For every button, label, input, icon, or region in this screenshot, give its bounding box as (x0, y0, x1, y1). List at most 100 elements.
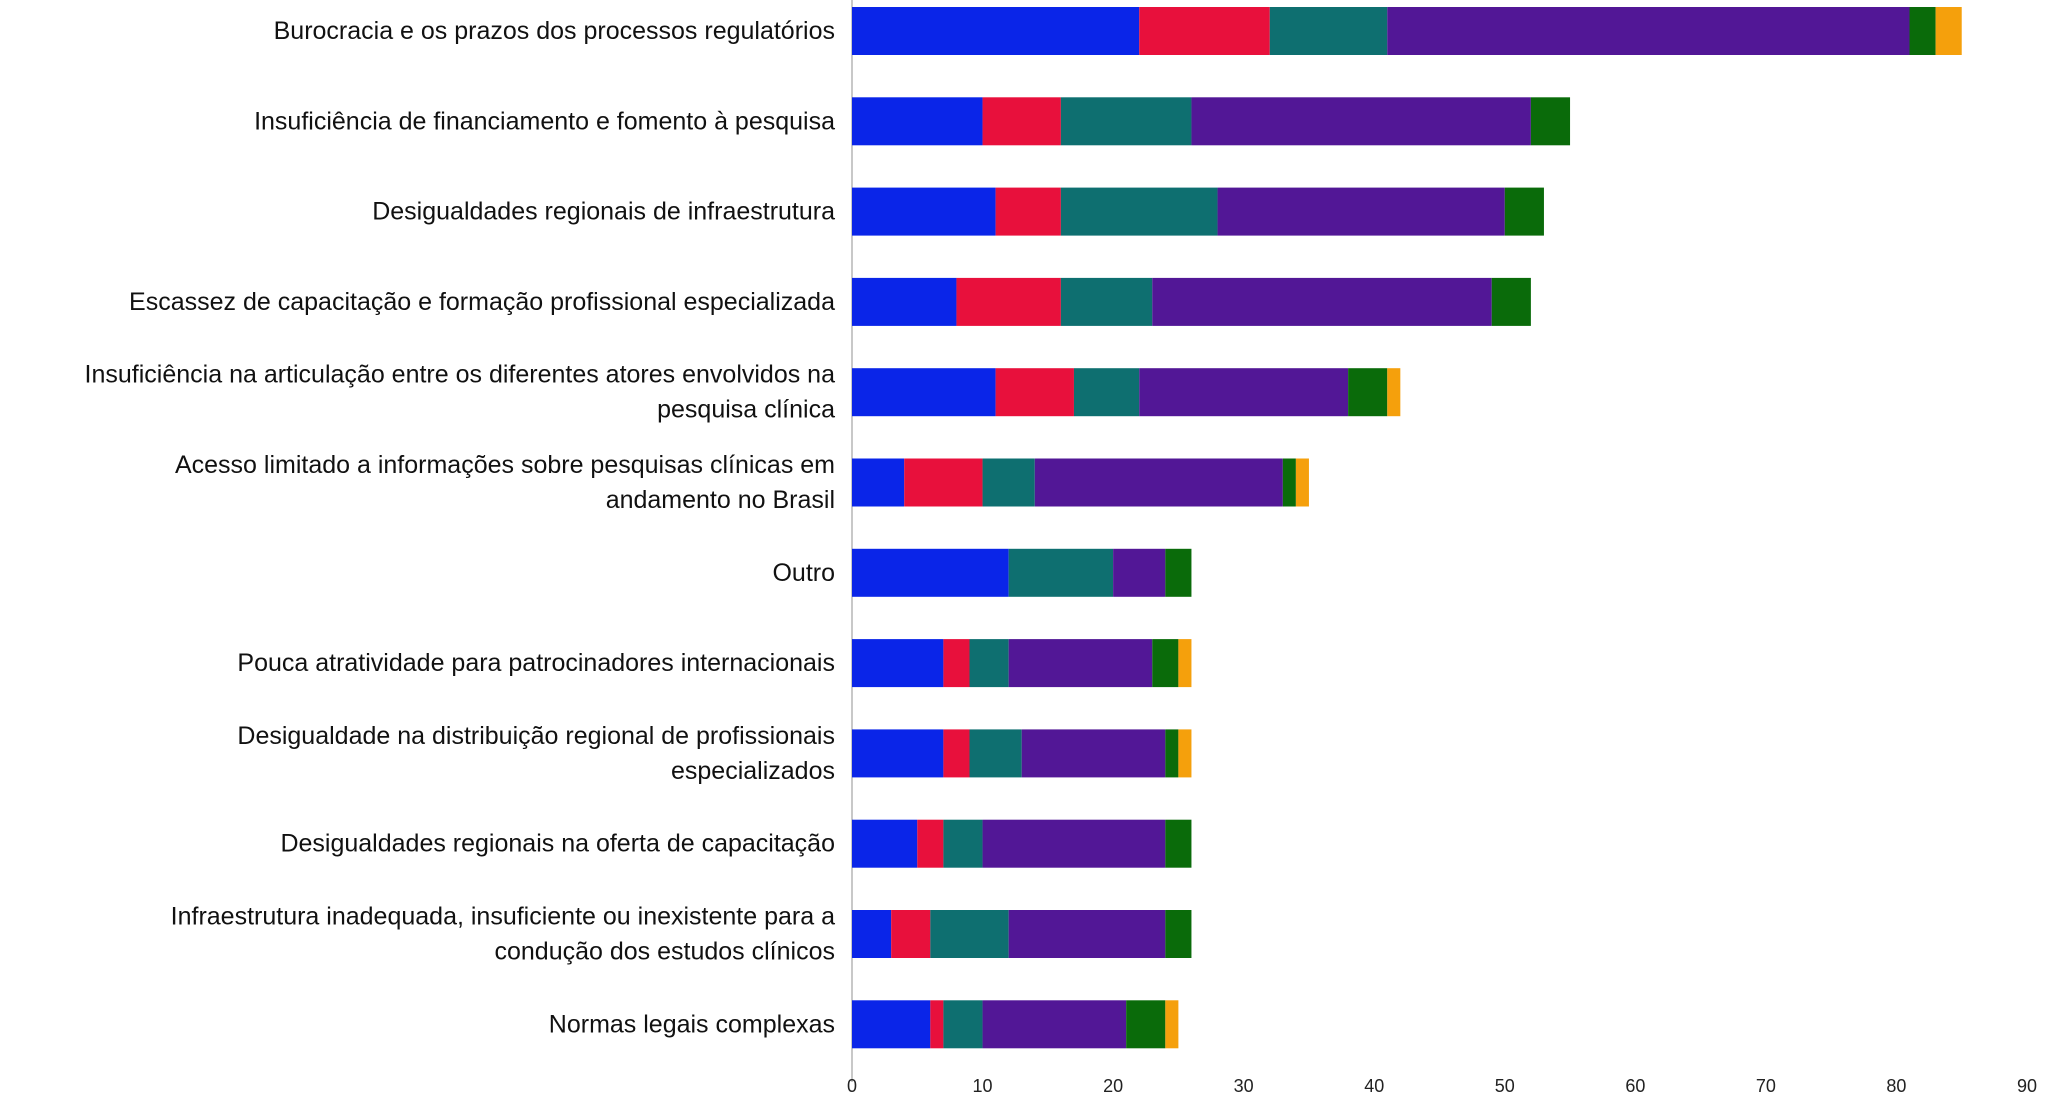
bar-segment (930, 1000, 944, 1049)
category-label-line: Burocracia e os prazos dos processos reg… (274, 17, 835, 45)
category-label: Desigualdade na distribuição regional de… (237, 722, 835, 785)
bar-segment (852, 819, 918, 868)
bar-segment (1008, 910, 1166, 958)
bar-segment (1008, 548, 1114, 597)
bar-segment (1139, 368, 1349, 417)
bar-segment (995, 368, 1074, 417)
bar-segment (1191, 97, 1531, 146)
category-label-line: Desigualdades regionais de infraestrutur… (372, 198, 835, 226)
bar-segment (852, 639, 944, 688)
bar-segment (1021, 729, 1166, 778)
category-label-line: especializados (671, 757, 835, 785)
category-label-line: Infraestrutura inadequada, insuficiente … (171, 903, 835, 931)
bar-segment (1491, 277, 1531, 326)
bar-segment (1282, 458, 1296, 507)
category-label-line: Insuficiência na articulação entre os di… (85, 361, 836, 389)
category-label-line: Insuficiência de financiamento e fomento… (254, 107, 835, 135)
category-label: Escassez de capacitação e formação profi… (129, 288, 835, 316)
category-label: Desigualdades regionais de infraestrutur… (372, 198, 835, 226)
bar-segment (995, 187, 1061, 236)
bar-segment (852, 368, 996, 417)
bar-segment (956, 277, 1061, 326)
bar-segment (1935, 7, 1962, 55)
bar-segment (1269, 7, 1388, 55)
bar-segment (1165, 729, 1179, 778)
category-label: Outro (772, 559, 835, 587)
bar-segment (1387, 368, 1401, 417)
x-tick-label: 90 (2017, 1076, 2037, 1093)
category-label: Burocracia e os prazos dos processos reg… (274, 17, 835, 45)
x-tick-label: 70 (1756, 1076, 1776, 1093)
bar-segment (1113, 548, 1166, 597)
bar-segment (982, 1000, 1127, 1049)
bar-segment (1387, 7, 1910, 55)
bar-segment (943, 819, 983, 868)
bar-segment (982, 819, 1166, 868)
category-label-line: Desigualdades regionais na oferta de cap… (280, 830, 835, 858)
x-tick-label: 40 (1364, 1076, 1384, 1093)
category-label-line: Outro (772, 559, 835, 587)
x-tick-label: 10 (973, 1076, 993, 1093)
category-label-line: Escassez de capacitação e formação profi… (129, 288, 835, 316)
bar-segment (943, 729, 970, 778)
category-label: Normas legais complexas (549, 1010, 835, 1038)
bar-segment (1060, 277, 1153, 326)
bar-segment (852, 1000, 931, 1049)
bar-segment (891, 910, 931, 958)
bar-segment (1348, 368, 1388, 417)
x-tick-label: 50 (1495, 1076, 1515, 1093)
bar-segment (852, 7, 1140, 55)
bar-segment (904, 458, 983, 507)
bar-segment (1152, 277, 1492, 326)
x-tick-label: 30 (1234, 1076, 1254, 1093)
bar-segment (1295, 458, 1309, 507)
category-label: Insuficiência de financiamento e fomento… (254, 107, 835, 135)
bar-segment (852, 187, 996, 236)
x-tick-label: 20 (1103, 1076, 1123, 1093)
bar-segment (1178, 639, 1192, 688)
bar-segment (1126, 1000, 1166, 1049)
category-label: Desigualdades regionais na oferta de cap… (280, 830, 835, 858)
bar-segment (852, 910, 892, 958)
bar-segment (982, 97, 1061, 146)
bar-segment (1060, 187, 1218, 236)
bar-segment (1217, 187, 1505, 236)
category-label-line: pesquisa clínica (657, 396, 835, 424)
bar-segment (1165, 819, 1192, 868)
bar-segment (852, 277, 957, 326)
category-label: Insuficiência na articulação entre os di… (85, 361, 836, 424)
category-label-line: condução dos estudos clínicos (495, 938, 836, 966)
bar-segment (917, 819, 944, 868)
category-label: Acesso limitado a informações sobre pesq… (175, 451, 835, 514)
bar-segment (852, 548, 1009, 597)
bar-segment (982, 458, 1035, 507)
bar-segment (1178, 729, 1192, 778)
bar-segment (1008, 639, 1153, 688)
bar-segment (1165, 548, 1192, 597)
bar-segment (969, 729, 1022, 778)
bar-segment (943, 639, 970, 688)
bar-segment (852, 97, 983, 146)
bar-segment (1034, 458, 1283, 507)
bar-segment (943, 1000, 983, 1049)
x-tick-label: 0 (847, 1076, 857, 1093)
category-label: Infraestrutura inadequada, insuficiente … (171, 903, 835, 966)
bar-segment (852, 729, 944, 778)
bar-segment (1165, 910, 1192, 958)
x-tick-label: 80 (1886, 1076, 1906, 1093)
category-label: Pouca atratividade para patrocinadores i… (237, 649, 835, 677)
category-label-line: Desigualdade na distribuição regional de… (237, 722, 835, 750)
bar-segment (1530, 97, 1571, 146)
category-label-line: Acesso limitado a informações sobre pesq… (175, 451, 835, 479)
bar-segment (1165, 1000, 1179, 1049)
x-tick-label: 60 (1625, 1076, 1645, 1093)
category-label-line: andamento no Brasil (606, 486, 835, 514)
bar-segment (930, 910, 1009, 958)
bar-segment (1073, 368, 1140, 417)
bar-segment (1139, 7, 1270, 55)
bar-segment (1152, 639, 1179, 688)
bar-segment (1060, 97, 1192, 146)
bar-segment (1909, 7, 1936, 55)
